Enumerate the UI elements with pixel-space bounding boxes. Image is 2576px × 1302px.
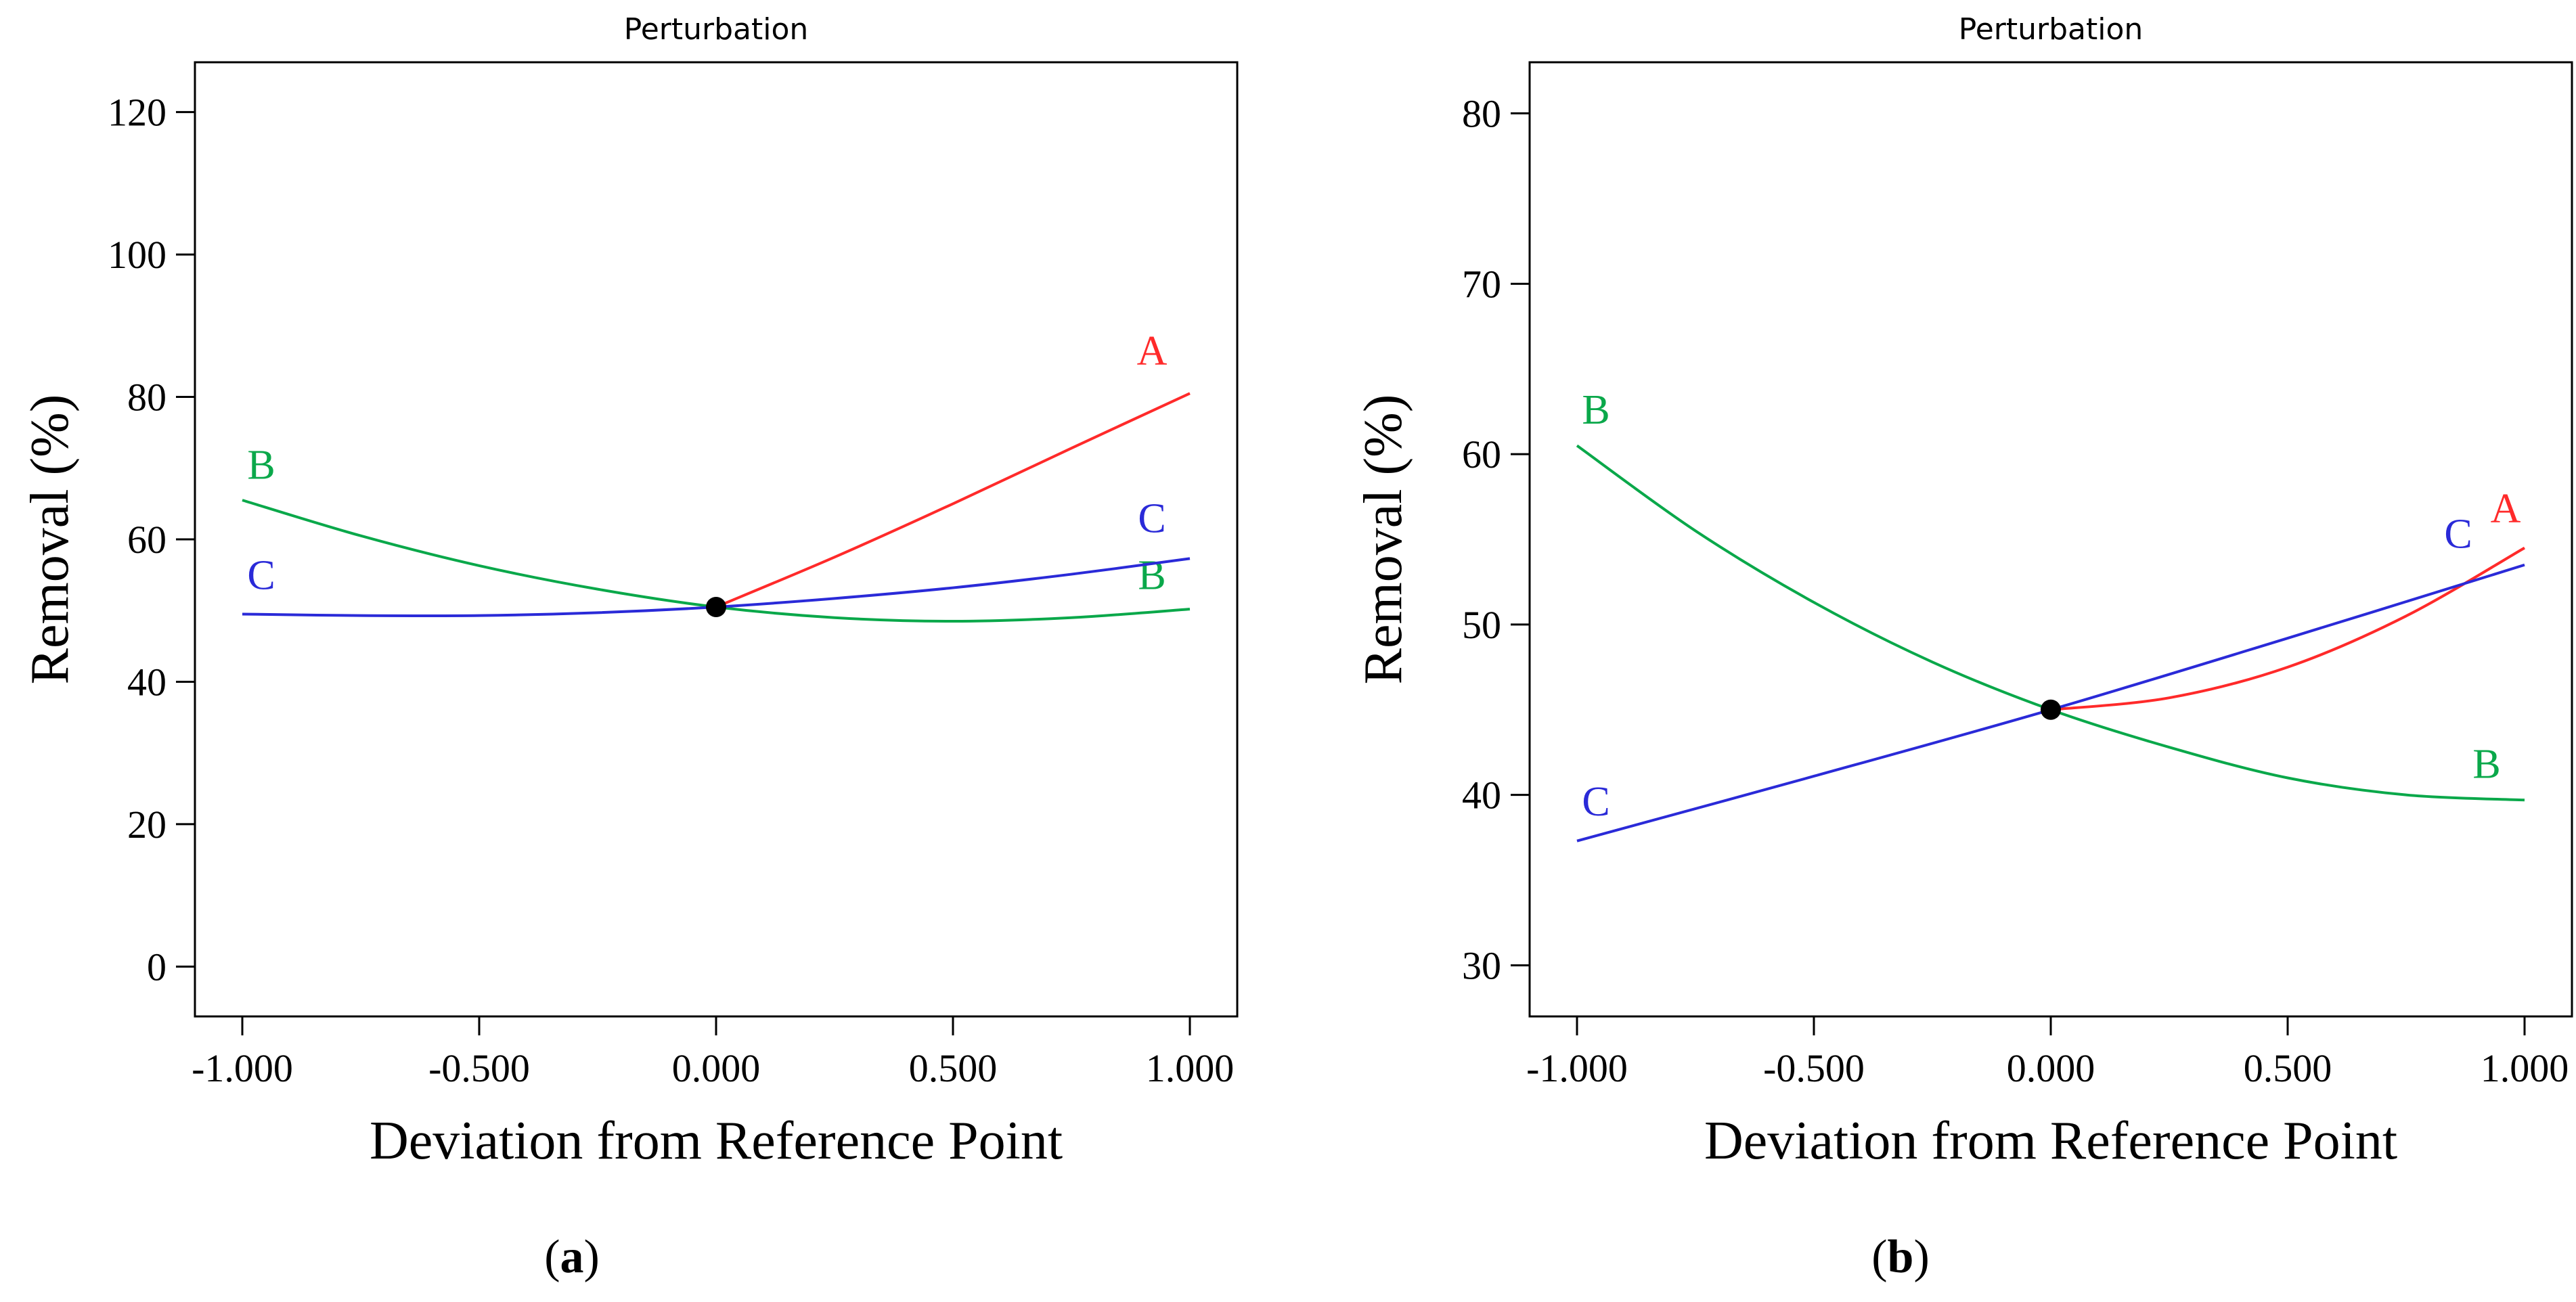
chart-title: Perturbation <box>1959 12 2144 47</box>
panel-label: (b) <box>1871 1231 1930 1283</box>
y-tick-label: 60 <box>127 518 166 562</box>
x-tick-label: -1.000 <box>192 1046 293 1090</box>
y-tick-label: 40 <box>1462 773 1501 817</box>
y-tick-label: 120 <box>108 91 166 135</box>
y-axis-label: Removal (%) <box>20 395 80 685</box>
y-tick-label: 50 <box>1462 603 1501 647</box>
y-tick-label: 40 <box>127 660 166 704</box>
chart-panel-a: Perturbation 0 20 40 60 80 100 120 -1.000 -0.500 0… <box>20 12 1239 1283</box>
series-label-B: B <box>247 443 275 489</box>
panel-label: (a) <box>544 1231 600 1283</box>
x-tick-label: 1.000 <box>2481 1046 2569 1090</box>
series-label-B: B <box>1138 553 1165 599</box>
y-axis-label: Removal (%) <box>1354 395 1413 685</box>
reference-point-marker <box>2041 699 2061 720</box>
series-line-A <box>715 392 1191 608</box>
y-tick-label: 70 <box>1462 262 1501 306</box>
x-tick-label: 0.000 <box>2007 1046 2095 1090</box>
x-tick-label: 1.000 <box>1146 1046 1235 1090</box>
x-axis-label: Deviation from Reference Point <box>370 1111 1063 1171</box>
series-label-C: C <box>247 553 275 599</box>
plot-frame <box>1528 61 2573 1018</box>
x-tick-label: -0.500 <box>428 1046 530 1090</box>
y-tick-label: 80 <box>1462 92 1501 136</box>
series-label-A: A <box>1137 328 1168 374</box>
plot-frame <box>194 61 1239 1018</box>
y-tick-label: 60 <box>1462 432 1501 476</box>
x-tick-label: -0.500 <box>1763 1046 1865 1090</box>
y-tick-label: 20 <box>127 803 166 847</box>
series-label-C: C <box>2444 512 2472 558</box>
series-line-A <box>2050 546 2525 711</box>
y-tick-label: 80 <box>127 376 166 420</box>
chart-panel-b: Perturbation 30 40 50 60 70 80 -1.000 -0.500 0.00… <box>1354 12 2573 1283</box>
y-tick-label: 0 <box>147 945 166 989</box>
x-tick-label: 0.500 <box>909 1046 998 1090</box>
series-label-C: C <box>1582 779 1609 825</box>
reference-point-marker <box>706 596 726 617</box>
x-axis-label: Deviation from Reference Point <box>1704 1111 2397 1171</box>
series-label-C: C <box>1138 495 1165 541</box>
series-line-B <box>1576 444 2525 802</box>
y-tick-label: 100 <box>108 233 166 277</box>
chart-title: Perturbation <box>624 12 809 47</box>
x-tick-label: -1.000 <box>1526 1046 1628 1090</box>
y-tick-label: 30 <box>1462 943 1501 987</box>
x-tick-label: 0.000 <box>672 1046 761 1090</box>
series-label-B: B <box>1582 387 1609 433</box>
series-label-B: B <box>2472 742 2500 788</box>
x-tick-label: 0.500 <box>2244 1046 2332 1090</box>
series-label-A: A <box>2491 486 2521 532</box>
